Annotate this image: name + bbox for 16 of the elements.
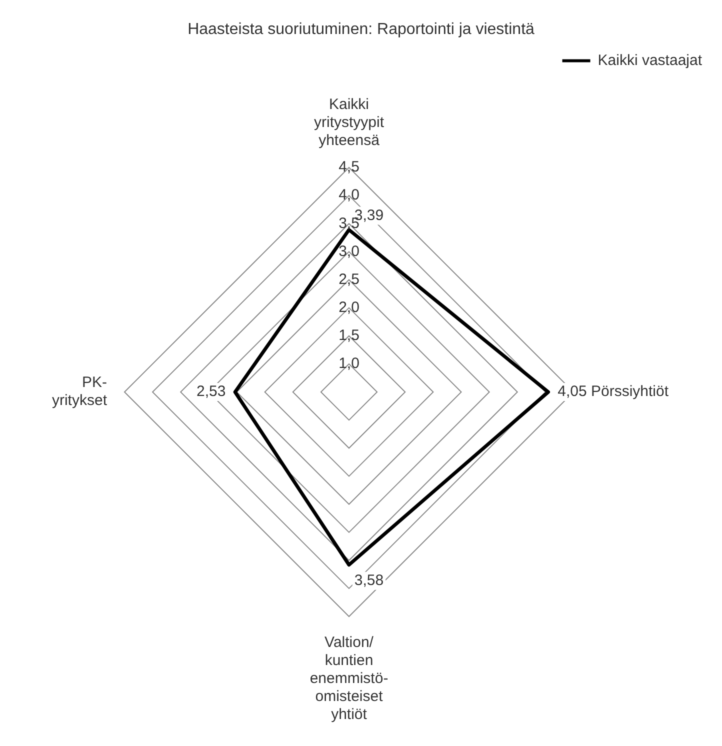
y-tick-label: 4,0 (338, 186, 360, 204)
spoke-label: Pörssiyhtiöt (591, 383, 670, 400)
y-tick-label: 3,0 (338, 242, 360, 260)
y-tick-label: 4,5 (338, 158, 360, 176)
spoke-label: PK-yritykset (52, 374, 108, 410)
legend-label: Kaikki vastaajat (598, 52, 703, 69)
data-label: 3,58 (354, 572, 384, 590)
y-tick-label: 2,5 (338, 270, 360, 288)
data-label: 4,05 (558, 383, 587, 400)
y-tick-label: 1,0 (338, 355, 360, 372)
spoke-label: Kaikki yritystyypit yhteensä (314, 96, 385, 150)
y-tick-label: 1,5 (338, 327, 360, 344)
data-label: 2,53 (196, 383, 226, 400)
spoke-label: Valtion/ kuntien enemmistö-omisteiset yhtiöt (310, 634, 388, 724)
y-tick-label: 2,0 (338, 298, 360, 316)
chart-title: Haasteista suoriutuminen: Raportointi ja viestintä (188, 21, 535, 38)
